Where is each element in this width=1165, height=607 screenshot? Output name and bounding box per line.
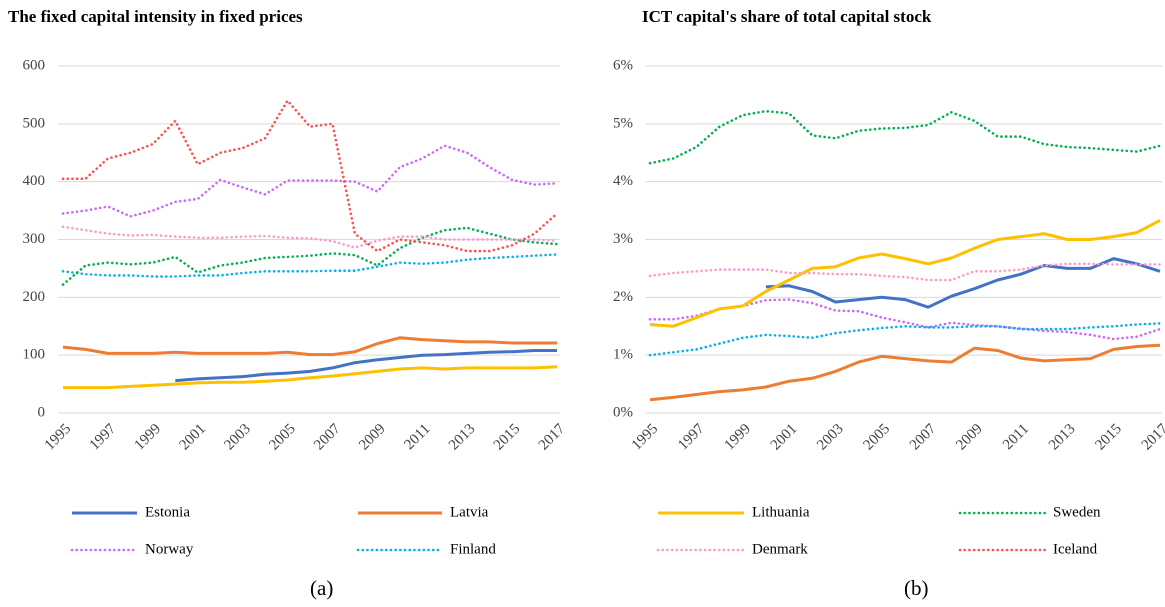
y-tick-label: 3%	[613, 231, 633, 247]
line-series	[648, 322, 1162, 357]
x-tick-label: 2009	[356, 421, 389, 454]
x-tick-label: 2003	[221, 421, 254, 454]
line-series	[61, 226, 559, 286]
x-tick-label: 2005	[861, 421, 894, 454]
y-tick-label: 200	[23, 289, 46, 305]
y-tick-label: 2%	[613, 289, 633, 305]
line-series	[61, 144, 559, 218]
line-series	[648, 262, 1162, 282]
legend-label: Estonia	[145, 504, 190, 520]
y-tick-label: 600	[23, 57, 46, 73]
x-tick-label: 1995	[629, 421, 662, 454]
y-tick-label: 0	[38, 404, 46, 420]
legend-label: Denmark	[752, 541, 808, 557]
line-series	[649, 343, 1161, 402]
x-tick-label: 2015	[491, 421, 524, 454]
line-series	[765, 257, 1161, 309]
y-tick-label: 6%	[613, 57, 633, 73]
legend-label: Finland	[450, 541, 496, 557]
chart-title: The fixed capital intensity in fixed pri…	[8, 7, 303, 26]
legend-label: Sweden	[1053, 504, 1101, 520]
x-tick-label: 2013	[446, 421, 479, 454]
y-tick-label: 400	[23, 173, 46, 189]
line-series	[648, 109, 1162, 165]
legend-label: Lithuania	[752, 504, 810, 520]
x-tick-label: 1997	[87, 421, 120, 454]
x-tick-label: 2017	[536, 421, 569, 454]
x-tick-label: 2005	[266, 421, 299, 454]
line-series	[61, 98, 559, 253]
x-tick-label: 2011	[1000, 421, 1032, 453]
y-tick-label: 0%	[613, 404, 633, 420]
x-tick-label: 2009	[953, 421, 986, 454]
x-tick-label: 2015	[1092, 421, 1125, 454]
x-tick-label: 2007	[311, 421, 344, 454]
line-series	[63, 365, 558, 390]
y-tick-label: 4%	[613, 173, 633, 189]
y-tick-label: 500	[23, 115, 46, 131]
x-tick-label: 2001	[176, 421, 209, 454]
y-tick-label: 300	[23, 231, 46, 247]
line-series	[61, 253, 559, 278]
caption: (b)	[904, 576, 929, 600]
x-tick-label: 2013	[1046, 421, 1079, 454]
x-tick-label: 1999	[132, 421, 165, 454]
x-tick-label: 1995	[42, 421, 75, 454]
line-series	[648, 298, 1162, 341]
y-tick-label: 100	[23, 347, 46, 363]
line-series	[61, 225, 559, 249]
x-tick-label: 2017	[1139, 421, 1165, 454]
y-tick-label: 5%	[613, 115, 633, 131]
legend-label: Latvia	[450, 504, 489, 520]
caption: (a)	[310, 576, 333, 600]
x-tick-label: 1999	[721, 421, 754, 454]
x-tick-label: 2011	[401, 421, 433, 453]
x-tick-label: 2001	[768, 421, 801, 454]
line-series	[649, 219, 1161, 328]
legend-label: Iceland	[1053, 541, 1098, 557]
line-series	[62, 336, 557, 357]
x-tick-label: 1997	[675, 421, 708, 454]
y-tick-label: 1%	[613, 347, 633, 363]
legend-label: Norway	[145, 541, 194, 557]
line-series	[175, 349, 557, 383]
x-tick-label: 2007	[907, 421, 940, 454]
chart-title: ICT capital's share of total capital sto…	[642, 7, 932, 26]
x-tick-label: 2003	[814, 421, 847, 454]
